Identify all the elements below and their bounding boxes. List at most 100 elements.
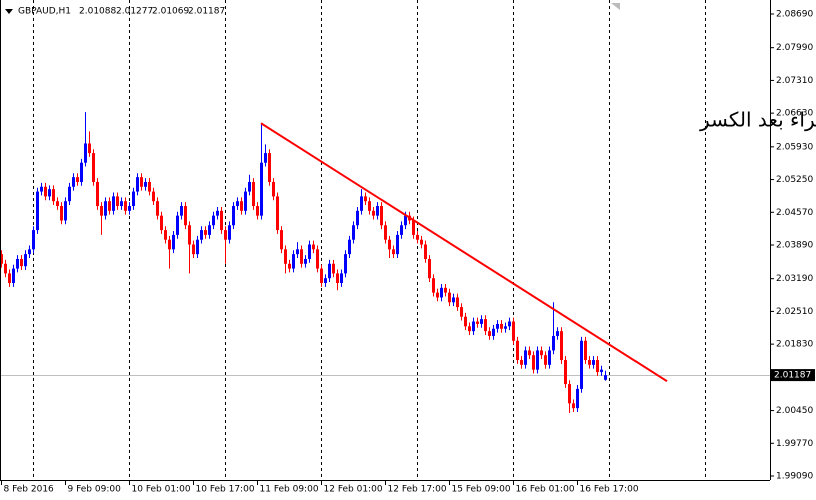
candle-body <box>172 234 175 250</box>
candle-body <box>604 375 607 380</box>
candle-body <box>404 215 407 226</box>
candle-body <box>0 254 3 264</box>
candle-body <box>428 258 431 279</box>
candle-body <box>568 384 571 404</box>
candle-body <box>324 278 327 284</box>
candle-body <box>196 239 199 255</box>
candle-body <box>212 215 215 226</box>
candle-body <box>356 210 359 226</box>
y-tick-label: 2.04570 <box>776 208 813 218</box>
candle-body <box>316 249 319 269</box>
candle-body <box>232 206 235 226</box>
candle-body <box>544 355 547 365</box>
candle-body <box>400 225 403 235</box>
symbol: GBPAUD,H1 <box>18 7 71 17</box>
candle-body <box>388 239 391 250</box>
candle-body <box>468 326 471 332</box>
x-tick-label: 11 Feb 09:00 <box>260 485 319 495</box>
candle-body <box>216 210 219 216</box>
candle-body <box>472 321 475 332</box>
candle-body <box>72 177 75 187</box>
candle-body <box>192 244 195 255</box>
y-tick-label: 2.00450 <box>776 406 813 416</box>
candle-body <box>52 189 55 202</box>
candle-body <box>432 278 435 293</box>
candle-body <box>300 249 303 264</box>
candle-body <box>368 201 371 211</box>
price-label: 2.01187 <box>774 371 811 381</box>
candle-body <box>460 307 463 317</box>
candle-body <box>464 316 467 327</box>
candle-body <box>16 258 19 269</box>
candle-body <box>40 186 43 192</box>
candle-body <box>508 321 511 327</box>
candle-body <box>252 181 255 207</box>
candle-body <box>436 292 439 298</box>
candle-body <box>512 321 515 341</box>
candle-body <box>340 273 343 284</box>
candle-body <box>396 234 399 255</box>
candle-body <box>376 206 379 216</box>
candle-body <box>104 201 107 216</box>
candle-body <box>480 319 483 324</box>
y-tick-label: 2.03890 <box>776 241 813 251</box>
candle-body <box>500 323 503 329</box>
candle-body <box>572 403 575 409</box>
candle-body <box>124 201 127 211</box>
candle-body <box>576 388 579 409</box>
header-arrow <box>5 9 13 14</box>
candle-body <box>108 201 111 211</box>
candle-body <box>352 225 355 240</box>
candle-body <box>96 181 99 207</box>
candle-body <box>348 239 351 255</box>
candle-body <box>520 360 523 365</box>
candle-body <box>416 234 419 240</box>
candle-body <box>304 258 307 264</box>
candle-body <box>12 268 15 284</box>
candle-body <box>144 181 147 187</box>
candle-body <box>564 360 567 385</box>
candle-body <box>152 191 155 202</box>
candle-body <box>160 215 163 231</box>
candle-body <box>32 230 35 250</box>
price-label-box <box>771 369 815 382</box>
candle-body <box>120 201 123 207</box>
candle-body <box>596 360 599 373</box>
candle-body <box>148 181 151 192</box>
candle-body <box>532 355 535 370</box>
candle-body <box>476 321 479 324</box>
header-open: 2.01088 <box>79 7 116 17</box>
candle-body <box>200 230 203 240</box>
y-tick-label: 2.02510 <box>776 307 813 317</box>
candle-layer <box>0 112 607 413</box>
x-tick-label: 8 Feb 2016 <box>4 485 55 495</box>
y-tick-label: 1.99090 <box>776 472 813 482</box>
candle-body <box>528 350 531 356</box>
candle-body <box>100 206 103 216</box>
candle-body <box>88 143 91 154</box>
candle-body <box>392 249 395 255</box>
candle-body <box>504 326 507 329</box>
candle-body <box>332 263 335 274</box>
candle-body <box>256 206 259 216</box>
candle-body <box>296 249 299 255</box>
candle-body <box>68 186 71 202</box>
candle-body <box>448 292 451 303</box>
candle-body <box>184 206 187 226</box>
candle-body <box>228 225 231 240</box>
candle-body <box>440 287 443 298</box>
x-tick-label: 16 Feb 01:00 <box>516 485 575 495</box>
candle-body <box>292 254 295 269</box>
candle-body <box>24 254 27 267</box>
candle-body <box>268 153 271 182</box>
x-tick-label: 15 Feb 09:00 <box>452 485 511 495</box>
candle-body <box>312 244 315 250</box>
candle-body <box>484 319 487 332</box>
candle-body <box>524 350 527 365</box>
y-tick-label: 2.05930 <box>776 142 813 152</box>
y-tick-label: 2.01830 <box>776 340 813 350</box>
candle-body <box>204 230 207 235</box>
candle-body <box>156 201 159 216</box>
candle-body <box>28 249 31 255</box>
